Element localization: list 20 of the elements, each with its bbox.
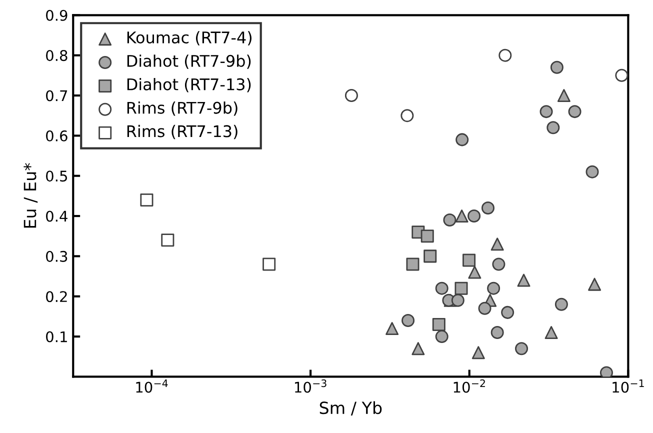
y-tick-label: 0.9 xyxy=(46,10,68,21)
legend-label: Rims (RT7-13) xyxy=(127,124,238,140)
y-tick-label: 0.1 xyxy=(46,331,67,342)
x-tick-label: 10$^{−2}$ xyxy=(454,379,485,393)
x-tick-label: 10$^{−4}$ xyxy=(136,380,168,393)
y-tick-label: 0.3 xyxy=(46,250,68,262)
x-tick-label: 10$^{−3}$ xyxy=(295,379,326,393)
y-tick-label: 0.2 xyxy=(46,291,67,302)
legend-label: Rims (RT7-9b) xyxy=(127,101,238,116)
y-axis-title: Eu / Eu* xyxy=(24,163,38,228)
legend-label: Diahot (RT7-9b) xyxy=(127,54,251,69)
x-axis-title: Sm / Yb xyxy=(320,401,382,416)
x-tick-label: 10$^{−1}$ xyxy=(612,380,644,393)
legend-label: Koumac (RT7-4) xyxy=(127,31,252,46)
y-tick-label: 0.7 xyxy=(46,90,68,102)
y-tick-label: 0.4 xyxy=(46,210,68,222)
legend-label: Diahot (RT7-13) xyxy=(127,78,251,92)
y-tick-label: 0.6 xyxy=(46,130,68,142)
y-tick-label: 0.8 xyxy=(46,50,68,62)
y-tick-label: 0.5 xyxy=(46,170,67,182)
